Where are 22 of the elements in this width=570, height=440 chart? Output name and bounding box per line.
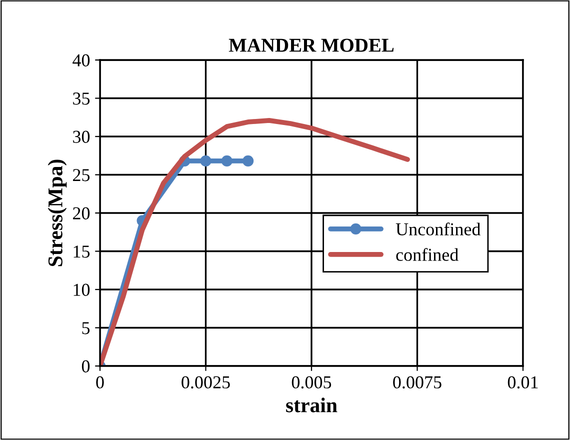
y-tick-label: 5	[82, 322, 90, 334]
point	[200, 155, 212, 167]
y-tick-label: 20	[73, 207, 90, 220]
y-tick-label: 15	[74, 246, 90, 258]
x-axis-title: strain	[286, 398, 338, 412]
x-tick-label: 0.005	[292, 376, 332, 389]
y-tick-label: 10	[74, 284, 90, 296]
y-tick-label: 0	[82, 360, 90, 372]
x-tick-label: 0	[96, 376, 104, 388]
point	[221, 155, 232, 167]
legend-label: Unconfined	[396, 222, 481, 236]
chart-title: MANDER MODEL	[228, 38, 394, 52]
point	[242, 155, 254, 167]
y-tick-label: 40	[72, 54, 90, 66]
y-axis-title: Stress(Mpa)	[48, 160, 67, 266]
x-tick-label: 0.0025	[182, 376, 230, 389]
legend-label: confined	[396, 248, 458, 261]
x-tick-label: 0.01	[508, 376, 538, 389]
y-tick-label: 25	[73, 169, 90, 182]
x-tick-label: 0.0075	[393, 376, 442, 389]
y-tick-label: 35	[73, 92, 90, 105]
y-tick-label: 30	[73, 130, 90, 143]
